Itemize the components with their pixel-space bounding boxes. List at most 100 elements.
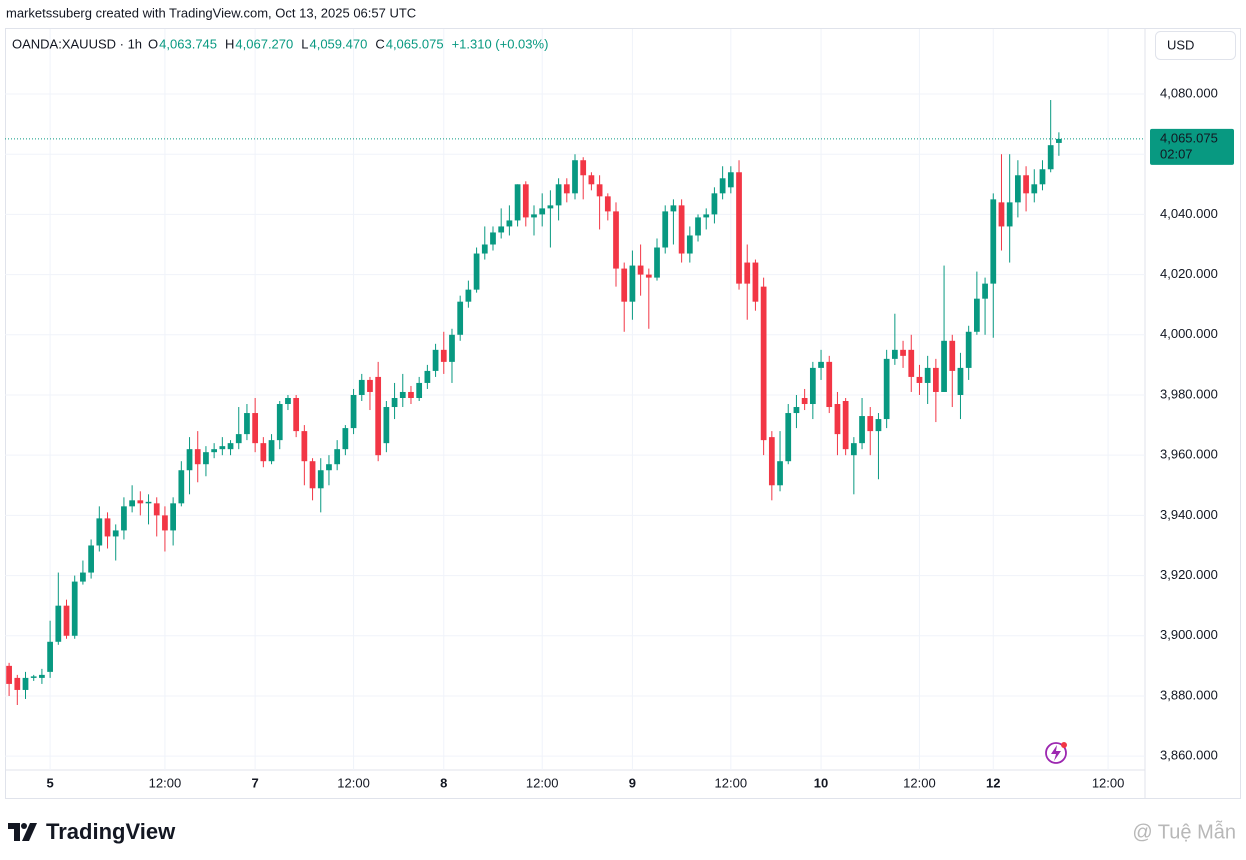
candle-body: [334, 449, 341, 465]
candle-body: [990, 199, 997, 284]
currency-button[interactable]: [1155, 31, 1236, 60]
candle-body: [104, 518, 111, 537]
brand: TradingView: [46, 819, 176, 844]
candle-body: [383, 407, 390, 444]
y-tick-label: 4,040.000: [1160, 206, 1218, 221]
candle-body: [326, 464, 332, 471]
y-tick-label: 3,980.000: [1160, 386, 1218, 401]
candle-body: [900, 349, 906, 356]
candle-body: [711, 193, 718, 215]
candle-body: [416, 382, 423, 398]
candle-body: [662, 211, 669, 248]
y-tick-label: 4,080.000: [1160, 85, 1218, 100]
candle-body: [744, 262, 751, 284]
candle-body: [399, 391, 406, 398]
candle-body: [867, 416, 874, 432]
candle-body: [1006, 202, 1013, 227]
x-tick-label: 8: [440, 775, 447, 790]
candle-body: [465, 289, 472, 302]
x-tick-label: 12:00: [903, 775, 936, 790]
legend-key: L: [301, 36, 308, 51]
candle-body: [695, 217, 701, 236]
candle-body: [457, 301, 464, 335]
legend-value: 4,063.745: [159, 36, 217, 51]
candle-body: [153, 503, 160, 516]
candle-body: [563, 184, 570, 194]
candle-body: [842, 401, 849, 450]
legend-value: 4,059.470: [309, 36, 367, 51]
y-tick-label: 4,000.000: [1160, 326, 1218, 341]
candle-body: [63, 605, 70, 636]
candle-body: [932, 367, 939, 392]
candle-body: [186, 449, 193, 471]
candle-body: [129, 500, 135, 507]
candle-body: [350, 394, 357, 429]
legend-key: O: [148, 36, 158, 51]
candle-body: [686, 235, 693, 254]
candle-body: [580, 160, 587, 176]
candle-body: [506, 220, 513, 227]
x-tick-label: 10: [814, 775, 828, 790]
candle-body: [47, 641, 53, 672]
candle-body: [801, 397, 808, 405]
candle-body: [342, 428, 349, 450]
candle-body: [39, 674, 45, 678]
candle-body: [785, 413, 792, 462]
y-tick-label: 4,020.000: [1160, 266, 1218, 281]
legend-header: OANDA:XAUUSD · 1h O 4,063.745 H 4,067.270 L 4…: [12, 36, 548, 51]
candle-body: [211, 449, 218, 453]
x-tick-label: 7: [252, 775, 259, 790]
candle-body: [613, 211, 619, 269]
candle-body: [727, 172, 734, 188]
credit: marketssuberg created with TradingView.c…: [6, 5, 416, 20]
candle-body: [293, 397, 300, 432]
candle-body: [539, 208, 546, 215]
candle-body: [859, 416, 865, 444]
candle-body: [80, 572, 86, 582]
candle-body: [30, 676, 37, 678]
candle-body: [227, 443, 234, 450]
currency[interactable]: USD: [1167, 37, 1194, 52]
candle-body: [514, 184, 521, 221]
candle-body: [268, 440, 275, 462]
candle-body: [1023, 175, 1029, 194]
candle-body: [719, 178, 726, 194]
x-tick-label: 12:00: [1092, 775, 1125, 790]
y-tick-label: 3,940.000: [1160, 507, 1218, 522]
x-tick-label: 12: [986, 775, 1000, 790]
candle-body: [14, 677, 21, 690]
candle-body: [883, 358, 890, 420]
candle-body: [875, 419, 882, 432]
candle-body: [55, 605, 62, 642]
candle-body: [391, 397, 398, 408]
candle-body: [531, 214, 537, 218]
candle-body: [604, 196, 611, 212]
candle-body: [826, 361, 833, 408]
x-tick-label: 5: [46, 775, 53, 790]
candle-body: [974, 298, 980, 332]
last-price-label: 4,065.075: [1160, 130, 1218, 145]
candle-body: [219, 446, 226, 450]
alert-icon[interactable]: [1045, 742, 1067, 764]
candle-body: [145, 501, 152, 504]
y-tick-label: 3,900.000: [1160, 627, 1218, 642]
candle-body: [1015, 175, 1021, 203]
candle-body: [498, 226, 505, 233]
candle-body: [276, 404, 283, 441]
candle-body: [768, 437, 775, 486]
candle-body: [941, 340, 947, 392]
candle-body: [965, 331, 972, 368]
candle-body: [621, 268, 628, 302]
y-tick-label: 3,920.000: [1160, 567, 1218, 582]
candle-body: [654, 247, 660, 278]
candle-body: [194, 449, 201, 465]
candle-body: [71, 581, 78, 636]
candle-body: [22, 677, 29, 690]
candle-body: [285, 397, 291, 405]
candle-body: [178, 470, 185, 504]
candle-body: [916, 376, 923, 383]
candle-body: [358, 379, 365, 395]
candle-body: [6, 665, 12, 684]
candle-body: [309, 461, 316, 489]
